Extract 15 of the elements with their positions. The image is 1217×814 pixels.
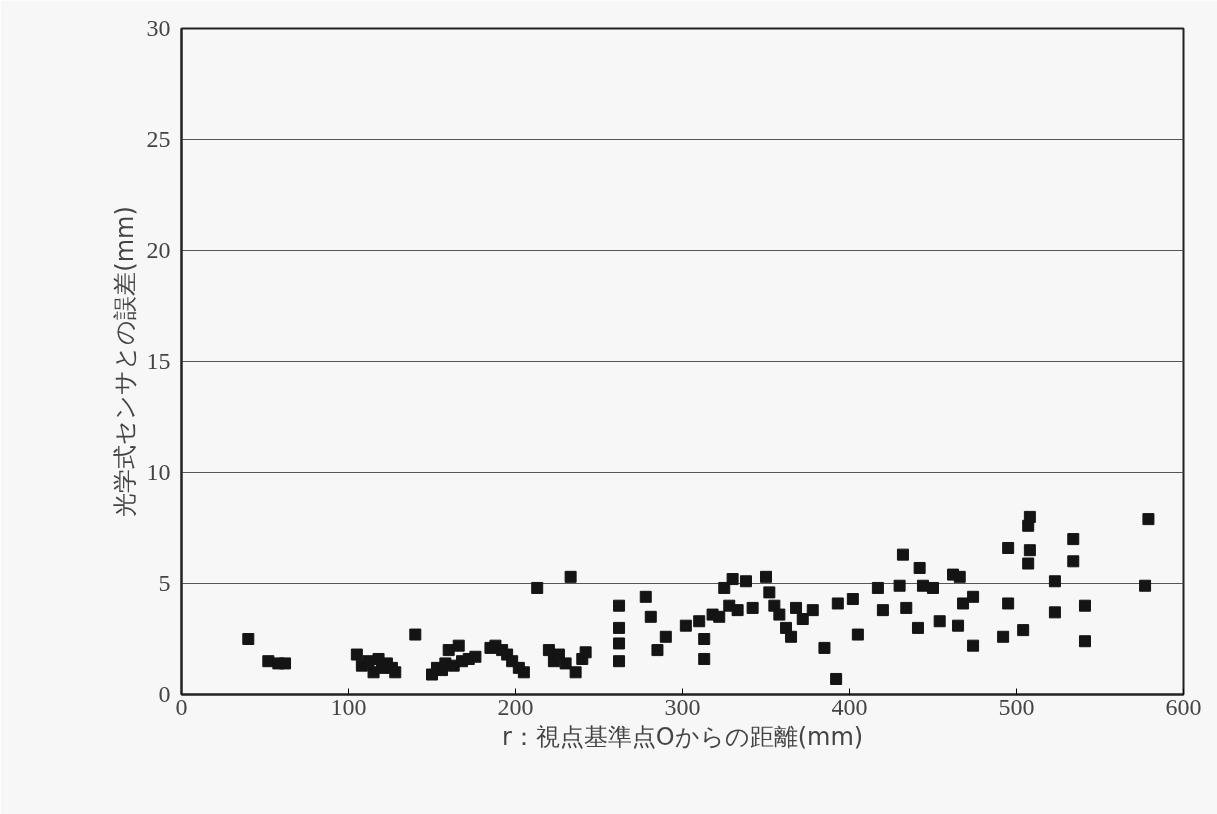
x-tick-label: 600 xyxy=(1165,693,1202,720)
y-tick-label: 5 xyxy=(158,570,171,596)
x-tick-label: 400 xyxy=(831,693,868,720)
x-tick-label: 200 xyxy=(497,693,534,720)
x-tick-label: 500 xyxy=(998,693,1035,720)
y-tick-label: 25 xyxy=(146,126,171,152)
x-tick-label: 100 xyxy=(330,693,367,720)
x-tick-label: 0 xyxy=(175,693,188,720)
y-tick-label: 20 xyxy=(146,237,171,263)
x-axis-title: r：視点基準点Oからの距離(mm) xyxy=(501,722,864,751)
x-tick-label: 300 xyxy=(664,693,701,720)
y-tick-label: 15 xyxy=(146,348,171,374)
y-tick-label: 10 xyxy=(146,459,171,485)
y-axis-title: 光学式センサとの誤差(mm) xyxy=(110,206,139,517)
y-tick-label: 30 xyxy=(146,15,171,41)
